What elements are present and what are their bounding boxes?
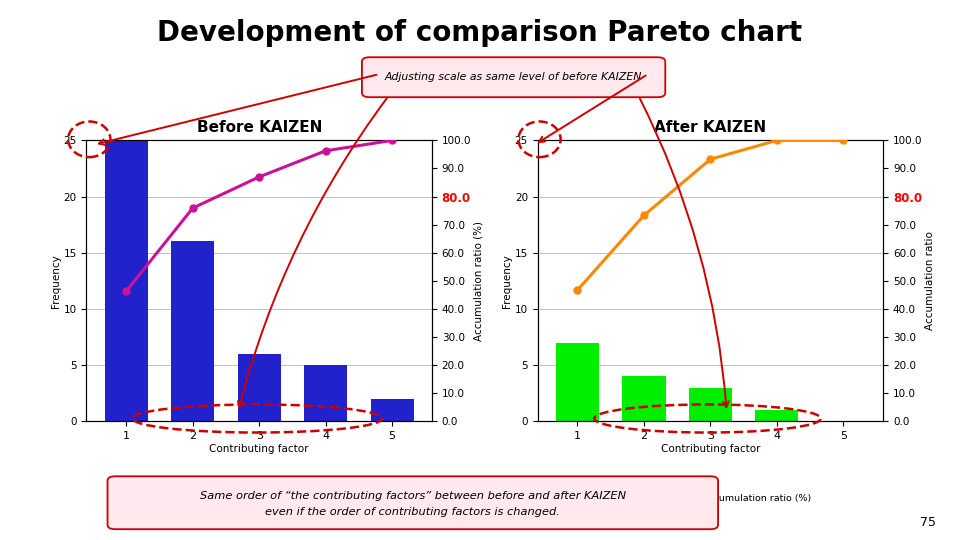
Bar bbox=[171, 241, 214, 421]
Y-axis label: Frequency: Frequency bbox=[502, 254, 512, 308]
Text: Adjusting scale as same level of before KAIZEN: Adjusting scale as same level of before … bbox=[385, 72, 642, 82]
Legend: Frequency, Accumulation ratio (%): Frequency, Accumulation ratio (%) bbox=[155, 490, 364, 507]
Bar bbox=[689, 388, 732, 421]
Bar bbox=[756, 410, 799, 421]
Bar bbox=[105, 140, 148, 421]
Text: 75: 75 bbox=[920, 516, 936, 529]
Legend: Frequency, Accumulation ratio (%): Frequency, Accumulation ratio (%) bbox=[606, 490, 815, 507]
Y-axis label: Accumulation ratio: Accumulation ratio bbox=[925, 231, 935, 330]
Bar bbox=[622, 376, 665, 421]
Y-axis label: Accumulation ratio (%): Accumulation ratio (%) bbox=[474, 221, 484, 341]
Bar bbox=[371, 399, 414, 421]
Y-axis label: Frequency: Frequency bbox=[51, 254, 60, 308]
Text: Same order of “the contributing factors” between before and after KAIZEN: Same order of “the contributing factors”… bbox=[200, 491, 626, 501]
Title: Before KAIZEN: Before KAIZEN bbox=[197, 120, 322, 135]
X-axis label: Contributing factor: Contributing factor bbox=[209, 444, 309, 454]
Bar bbox=[556, 342, 599, 421]
X-axis label: Contributing factor: Contributing factor bbox=[660, 444, 760, 454]
Text: even if the order of contributing factors is changed.: even if the order of contributing factor… bbox=[265, 508, 561, 517]
Text: Development of comparison Pareto chart: Development of comparison Pareto chart bbox=[157, 19, 803, 47]
Bar bbox=[238, 354, 280, 421]
Bar bbox=[304, 365, 348, 421]
Title: After KAIZEN: After KAIZEN bbox=[655, 120, 766, 135]
